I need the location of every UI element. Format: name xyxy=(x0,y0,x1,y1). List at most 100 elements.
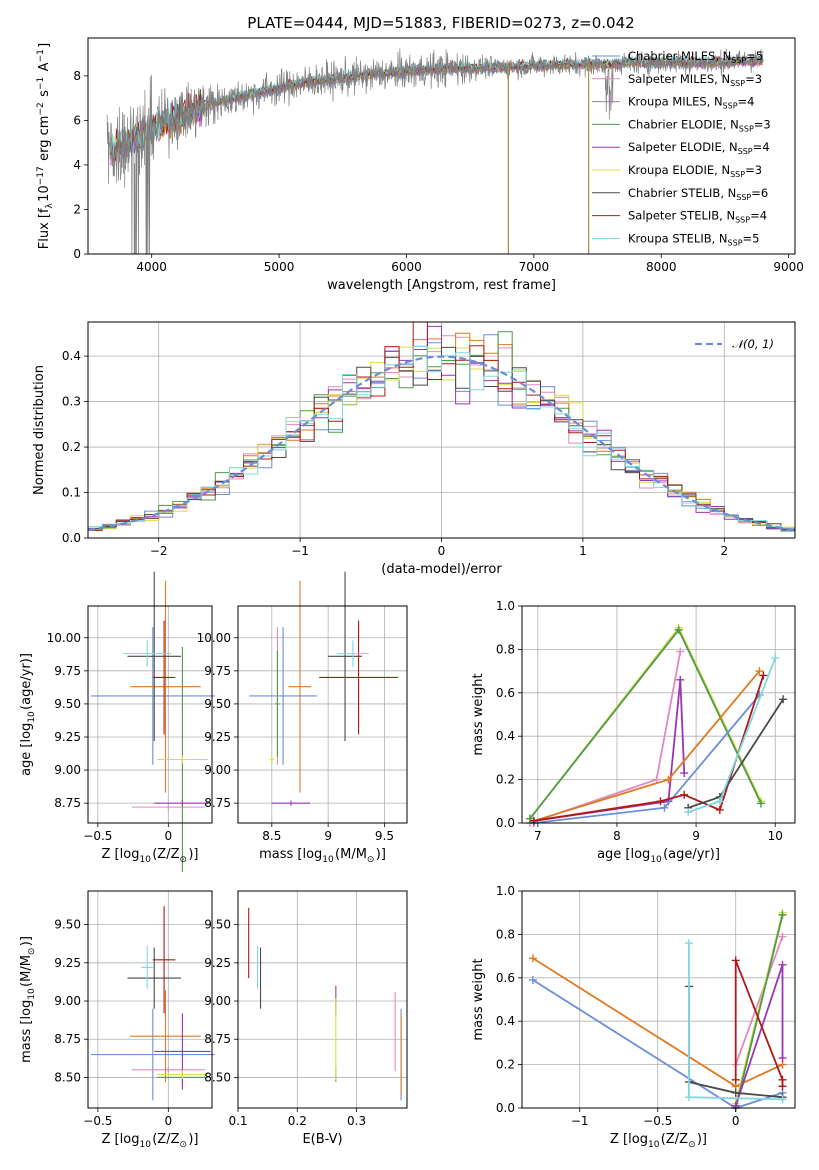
y-tick-label: 9.00 xyxy=(54,994,81,1008)
errorbar-kroupa-stelib xyxy=(123,640,172,667)
y-axis-label: mass weight xyxy=(471,673,486,755)
errorbar-kroupa-miles xyxy=(130,990,201,1083)
marker-chabrier-stelib xyxy=(779,695,788,704)
marker-salpeter-miles xyxy=(652,775,661,784)
y-tick-label: 9.50 xyxy=(204,697,231,711)
axes-frame xyxy=(521,890,796,1109)
axes-frame xyxy=(237,890,408,1109)
legend-label-kroupa-elodie: Kroupa ELODIE, NSSP=3 xyxy=(628,163,762,179)
marker-chabrier-stelib xyxy=(731,1088,740,1097)
x-tick-label: 7 xyxy=(534,829,542,843)
y-tick-label: 0.0 xyxy=(496,816,515,830)
x-tick-label: −2 xyxy=(150,544,168,558)
y-tick-label: 0.6 xyxy=(496,686,515,700)
y-tick-label: 9.75 xyxy=(54,664,81,678)
x-axis-label: E(B-V) xyxy=(302,1132,342,1147)
marker-salpeter-miles xyxy=(676,647,685,656)
axes-frame xyxy=(237,605,408,824)
x-tick-label: 4000 xyxy=(136,260,167,274)
y-axis-label: Flux [fλ 10−17 erg cm−2 s−1 A−1 ] xyxy=(36,43,55,250)
marker-salpeter-stelib xyxy=(731,956,740,965)
plot-area-mass-vs-Z xyxy=(90,906,215,1101)
y-tick-label: 10.00 xyxy=(47,631,81,645)
y-tick-label: 0 xyxy=(73,247,81,261)
legend-label-chabrier-miles: Chabrier MILES, NSSP=5 xyxy=(628,49,763,65)
residual-legend: 𝒩(0, 1) xyxy=(695,337,774,351)
x-tick-label: 5000 xyxy=(264,260,295,274)
x-tick-label: 10 xyxy=(768,829,783,843)
errorbar-chabrier-stelib xyxy=(328,571,362,741)
panel-weight-vs-age: 7 8 9 10 0.0 0.2 0.4 0.6 0.8 1.0 age [log10 (age/y… xyxy=(471,599,796,865)
x-tick-label: 9.5 xyxy=(375,829,394,843)
y-tick-label: 0.1 xyxy=(62,486,81,500)
marker-salpeter-stelib xyxy=(715,805,724,814)
y-tick-label: 8.50 xyxy=(54,1070,81,1084)
x-tick-label: 8000 xyxy=(646,260,677,274)
y-tick-label: 9.75 xyxy=(204,664,231,678)
errorbar-kroupa-stelib xyxy=(141,946,153,989)
legend-label-kroupa-miles: Kroupa MILES, NSSP=4 xyxy=(628,95,754,111)
x-tick-label: 0.1 xyxy=(228,1114,247,1128)
marker-salpeter-stelib xyxy=(778,1082,787,1091)
y-tick-label: 0.2 xyxy=(496,773,515,787)
panel-spectrum: 4000 5000 6000 7000 8000 9000 0 2 4 6 8 wavelength … xyxy=(36,37,804,293)
marker-salpeter-elodie xyxy=(778,1054,787,1063)
line-salpeter-miles xyxy=(734,936,784,1065)
marker-salpeter-stelib xyxy=(759,671,768,680)
x-tick-label: 0 xyxy=(438,544,446,558)
y-tick-label: 9.25 xyxy=(54,956,81,970)
x-tick-label: 9 xyxy=(324,829,332,843)
plot-area-age-vs-Z xyxy=(90,571,215,872)
x-tick-label: 0 xyxy=(164,829,172,843)
axes-frame xyxy=(521,605,796,824)
legend-label-salpeter-miles: Salpeter MILES, NSSP=3 xyxy=(628,72,762,88)
y-tick-label: 8.75 xyxy=(54,1032,81,1046)
errorbar-salpeter-elodie xyxy=(271,800,311,806)
x-axis-label: Z [log10 (Z/Z⊙ )] xyxy=(610,1132,707,1150)
y-tick-label: 0.4 xyxy=(496,729,515,743)
marker-kroupa-stelib xyxy=(684,808,693,817)
y-tick-label: 0.0 xyxy=(62,531,81,545)
y-axis-label: mass [log10 (M/M⊙ )] xyxy=(19,936,37,1063)
line-salpeter-stelib xyxy=(533,675,765,822)
y-tick-label: 0.6 xyxy=(496,971,515,985)
y-tick-label: 9.50 xyxy=(204,918,231,932)
panel-residuals: −2 −1 0 1 2 0.0 0.1 0.2 0.3 0.4 (data-model)/error… xyxy=(32,321,796,577)
legend-label-chabrier-elodie: Chabrier ELODIE, NSSP=3 xyxy=(628,117,771,133)
y-tick-label: 9.50 xyxy=(54,697,81,711)
marker-kroupa-miles xyxy=(528,954,537,963)
x-axis-label: mass [log10 (M/M⊙ )] xyxy=(259,847,386,865)
x-tick-label: 2 xyxy=(720,544,728,558)
x-axis-label: Z [log10 (Z/Z⊙ )] xyxy=(102,847,199,865)
y-tick-label: 0.4 xyxy=(496,1014,515,1028)
x-tick-label: −1 xyxy=(291,544,309,558)
x-tick-label: 9 xyxy=(692,829,700,843)
y-tick-label: 0.3 xyxy=(62,395,81,409)
hist-kroupa-stelib xyxy=(88,346,795,532)
x-tick-label: −0.5 xyxy=(83,829,112,843)
errorbar-salpeter-miles xyxy=(131,804,205,810)
marker-salpeter-elodie xyxy=(778,960,787,969)
marker-salpeter-elodie xyxy=(676,675,685,684)
errorbar-kroupa-stelib xyxy=(337,640,369,667)
errorbar-salpeter-stelib xyxy=(319,620,398,735)
errorbar-salpeter-stelib xyxy=(152,620,176,735)
marker-chabrier-miles xyxy=(660,803,669,812)
line-chabrier-stelib xyxy=(687,698,784,809)
marker-salpeter-stelib xyxy=(680,790,689,799)
figure-title: PLATE=0444, MJD=51883, FIBERID=0273, z=0… xyxy=(247,14,634,32)
spectrum-legend: Chabrier MILES, NSSP=5 Salpeter MILES, NS… xyxy=(592,49,771,247)
y-tick-label: 0.0 xyxy=(496,1101,515,1115)
x-axis-label: (data-model)/error xyxy=(381,562,502,577)
y-tick-label: 0.8 xyxy=(496,642,515,656)
errorbar-salpeter-miles xyxy=(131,1066,205,1073)
x-tick-label: 0.2 xyxy=(288,1114,307,1128)
x-tick-label: 8 xyxy=(613,829,621,843)
y-tick-label: 4 xyxy=(73,158,81,172)
x-tick-label: 0.3 xyxy=(347,1114,366,1128)
marker-kroupa-stelib xyxy=(778,1095,787,1104)
marker-kroupa-miles xyxy=(664,775,673,784)
y-tick-label: 9.25 xyxy=(54,730,81,744)
marker-kroupa-stelib xyxy=(715,797,724,806)
